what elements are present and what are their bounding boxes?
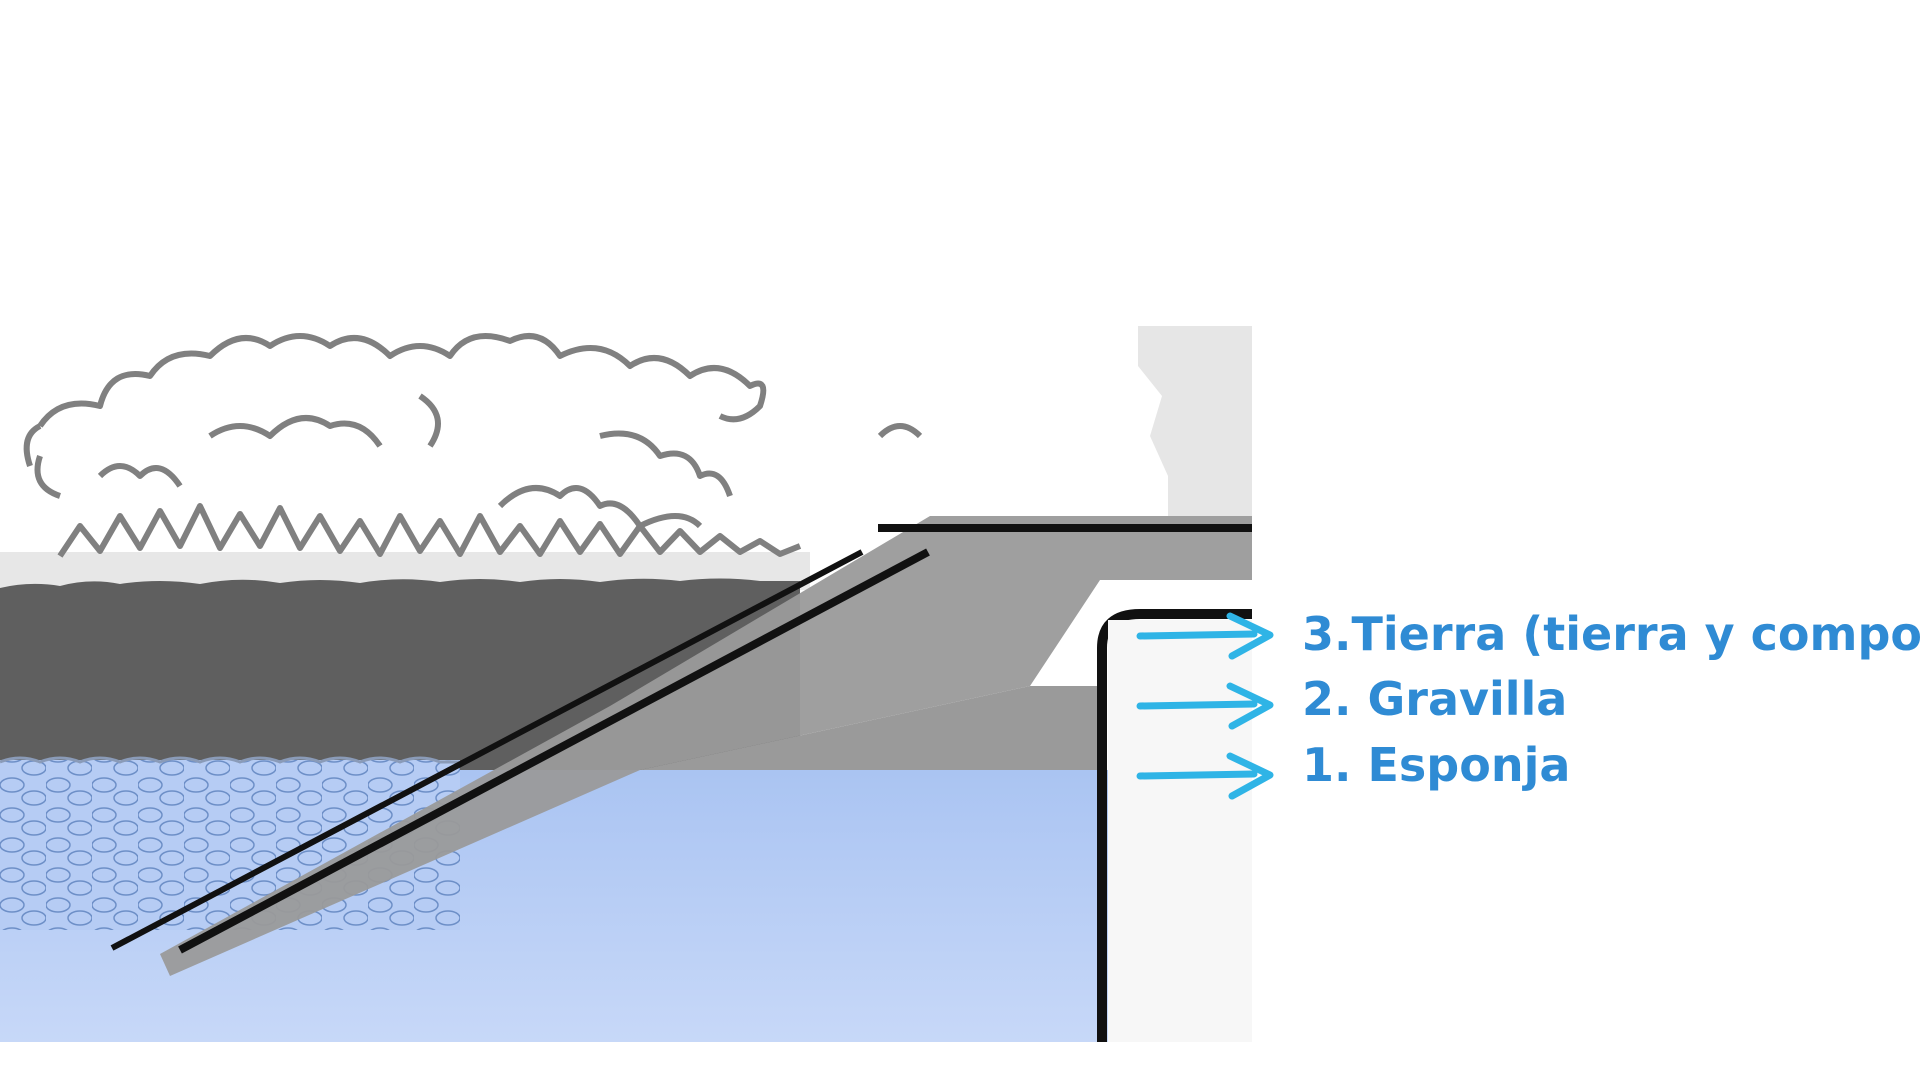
plants-illustration: [23, 333, 923, 558]
fill-pipe: [110, 524, 1252, 954]
pipe-shadow-lower: [640, 686, 1100, 770]
container-interior: [1108, 620, 1252, 1042]
pipe-shadow: [160, 516, 1252, 976]
layer-label-gravilla: 2. Gravilla: [1302, 672, 1568, 726]
gravilla-arrow-icon: [1136, 682, 1274, 730]
layer-label-esponja: 1. Esponja: [1302, 738, 1571, 792]
tierra-arrow-icon: [1136, 612, 1274, 660]
esponja-arrow-icon: [1136, 752, 1274, 800]
planter-cross-section-diagram: [0, 326, 1252, 1042]
layer-label-tierra: 3.Tierra (tierra y compost): [1302, 607, 1920, 661]
background-shape: [1138, 326, 1252, 516]
